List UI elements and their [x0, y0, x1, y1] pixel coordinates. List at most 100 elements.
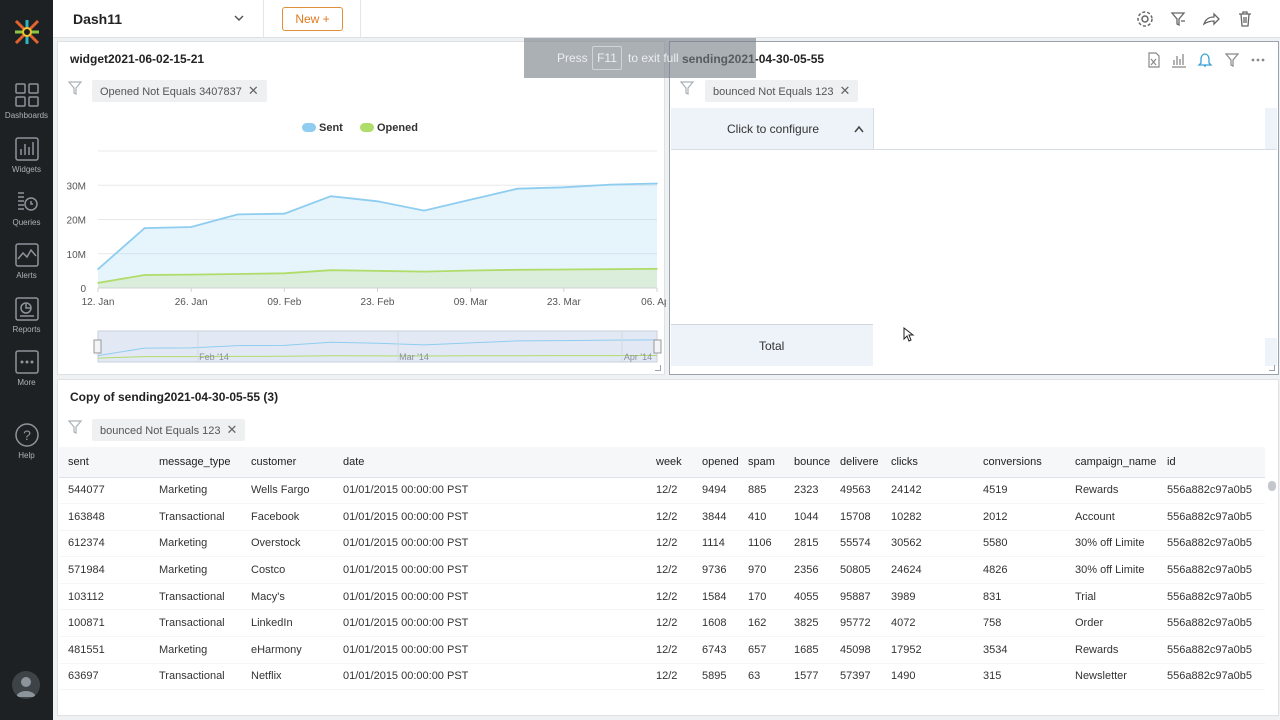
navigator-handle-right[interactable] — [653, 339, 662, 354]
chevron-up-icon[interactable] — [854, 125, 864, 133]
data-point — [97, 282, 99, 284]
table-row[interactable]: 612374 Marketing Overstock 01/01/2015 00:00… — [59, 530, 1265, 558]
sidebar-item-label: Reports — [12, 325, 41, 334]
filter-icon[interactable] — [1223, 51, 1241, 69]
table-cell: 95887 — [831, 583, 882, 611]
table-cell: 2815 — [785, 530, 831, 558]
dashboard-title[interactable]: Dash11 — [73, 11, 123, 27]
table-cell: 12/2 — [647, 609, 693, 638]
table-cell: 63 — [739, 663, 785, 691]
table-cell: Transactional — [150, 663, 242, 691]
column-header-date[interactable]: date — [334, 447, 647, 478]
table-cell: Costco — [242, 556, 334, 584]
alerts-icon — [14, 243, 39, 267]
share-icon[interactable] — [1201, 9, 1221, 29]
new-button[interactable]: New + — [282, 7, 343, 31]
table-cell: 01/01/2015 00:00:00 PST — [334, 636, 647, 664]
sidebar-item-dashboards[interactable]: Dashboards — [0, 82, 53, 120]
table-cell: 103112 — [59, 583, 150, 611]
sidebar-item-widgets[interactable]: Widgets — [0, 136, 53, 174]
data-point — [656, 182, 658, 185]
table-cell: Overstock — [242, 530, 334, 558]
data-point — [236, 273, 239, 275]
column-header-clicks[interactable]: clicks — [882, 447, 974, 478]
more-options-icon[interactable] — [1249, 51, 1267, 69]
column-header-delivere[interactable]: delivere — [831, 447, 882, 478]
trash-icon[interactable] — [1235, 9, 1255, 29]
table-cell: 01/01/2015 00:00:00 PST — [334, 477, 647, 505]
table-cell: 12/2 — [647, 556, 693, 584]
column-header-message-type[interactable]: message_type — [150, 447, 242, 478]
navigator-handle-left[interactable] — [93, 339, 102, 354]
table-cell: Marketing — [150, 477, 242, 505]
column-header-bounce[interactable]: bounce — [785, 447, 831, 478]
table-cell: 556a882c97a0b5 — [1158, 556, 1265, 584]
filter-chip-label: bounced Not Equals 123 — [713, 86, 834, 98]
widget-chart-panel: widget2021-06-02-15-21 Opened Not Equals… — [57, 41, 666, 376]
pivot-scrollbar[interactable] — [1265, 108, 1277, 150]
area-chart[interactable]: 0 10M 20M 30M 12. Jan 26. Jan 09. Feb 23. Feb 09… — [58, 42, 666, 376]
resize-handle[interactable] — [1269, 365, 1275, 371]
column-header-spam[interactable]: spam — [739, 447, 785, 478]
table-row[interactable]: 100871 Transactional LinkedIn 01/01/2015 00… — [59, 609, 1265, 638]
table-cell: 556a882c97a0b5 — [1158, 477, 1265, 505]
configure-header[interactable]: Click to configure — [671, 108, 873, 150]
pivot-scrollbar-bottom[interactable] — [1265, 338, 1277, 366]
sidebar-item-alerts[interactable]: Alerts — [0, 242, 53, 280]
table-cell: 15708 — [831, 503, 882, 531]
sidebar-item-more[interactable]: More — [0, 349, 53, 387]
settings-gear-icon[interactable] — [1135, 9, 1155, 29]
table-row[interactable]: 571984 Marketing Costco 01/01/2015 00:00:00… — [59, 556, 1265, 584]
table-scrollbar-thumb[interactable] — [1268, 481, 1276, 491]
filter-chip[interactable]: bounced Not Equals 123 ✕ — [92, 419, 246, 441]
table-cell: 55574 — [831, 530, 882, 558]
table-row[interactable]: 544077 Marketing Wells Fargo 01/01/2015 00:… — [59, 477, 1265, 505]
alert-bell-icon[interactable] — [1196, 51, 1214, 69]
column-header-sent[interactable]: sent — [59, 447, 150, 478]
sidebar-item-queries[interactable]: Queries — [0, 189, 53, 227]
help-icon: ? — [14, 423, 39, 447]
column-header-id[interactable]: id — [1158, 447, 1265, 478]
table-cell: 24142 — [882, 477, 974, 505]
table-cell: 12/2 — [647, 636, 693, 664]
chart-type-icon[interactable] — [1170, 51, 1188, 69]
table-cell: 657 — [739, 636, 785, 664]
sidebar-item-label: Dashboards — [4, 111, 49, 120]
column-header-opened[interactable]: opened — [693, 447, 739, 478]
table-row[interactable]: 481551 Marketing eHarmony 01/01/2015 00:00:… — [59, 636, 1265, 664]
user-avatar[interactable] — [12, 671, 40, 699]
table-cell: Netflix — [242, 663, 334, 691]
funnel-icon[interactable] — [67, 419, 83, 435]
close-icon[interactable]: ✕ — [226, 422, 238, 437]
excel-export-icon[interactable] — [1145, 51, 1163, 69]
total-row: Total — [671, 324, 873, 366]
resize-handle[interactable] — [655, 365, 661, 371]
table-cell: 01/01/2015 00:00:00 PST — [334, 503, 647, 531]
table-cell: 63697 — [59, 663, 150, 691]
column-header-customer[interactable]: customer — [242, 447, 334, 478]
filter-chip[interactable]: bounced Not Equals 123 ✕ — [705, 80, 859, 102]
data-point — [330, 195, 332, 198]
funnel-icon[interactable] — [67, 80, 83, 96]
column-header-week[interactable]: week — [647, 447, 693, 478]
filter-chip[interactable]: Opened Not Equals 3407837 ✕ — [92, 80, 267, 102]
table-row[interactable]: 103112 Transactional Macy's 01/01/2015 00:0… — [59, 583, 1265, 611]
table-cell: 571984 — [59, 556, 150, 584]
sidebar-item-reports[interactable]: Reports — [0, 296, 53, 334]
table-row[interactable]: 63697 Transactional Netflix 01/01/2015 00:0… — [59, 663, 1265, 691]
column-header-conversions[interactable]: conversions — [974, 447, 1066, 478]
funnel-icon[interactable] — [679, 80, 695, 96]
filter-icon[interactable] — [1168, 9, 1188, 29]
app-logo-icon[interactable] — [13, 18, 41, 46]
table-cell: 1490 — [882, 663, 974, 691]
sidebar-item-help[interactable]: ? Help — [0, 422, 53, 460]
chevron-down-icon[interactable] — [233, 12, 245, 24]
data-point — [423, 270, 425, 273]
pivot-column-header — [873, 108, 1265, 150]
close-icon[interactable]: ✕ — [247, 83, 259, 98]
close-icon[interactable]: ✕ — [839, 83, 851, 98]
column-header-campaign-name[interactable]: campaign_name — [1066, 447, 1158, 478]
table-row[interactable]: 163848 Transactional Facebook 01/01/2015 00… — [59, 503, 1265, 531]
table-cell: 4055 — [785, 583, 831, 611]
table-cell: 556a882c97a0b5 — [1158, 663, 1265, 691]
